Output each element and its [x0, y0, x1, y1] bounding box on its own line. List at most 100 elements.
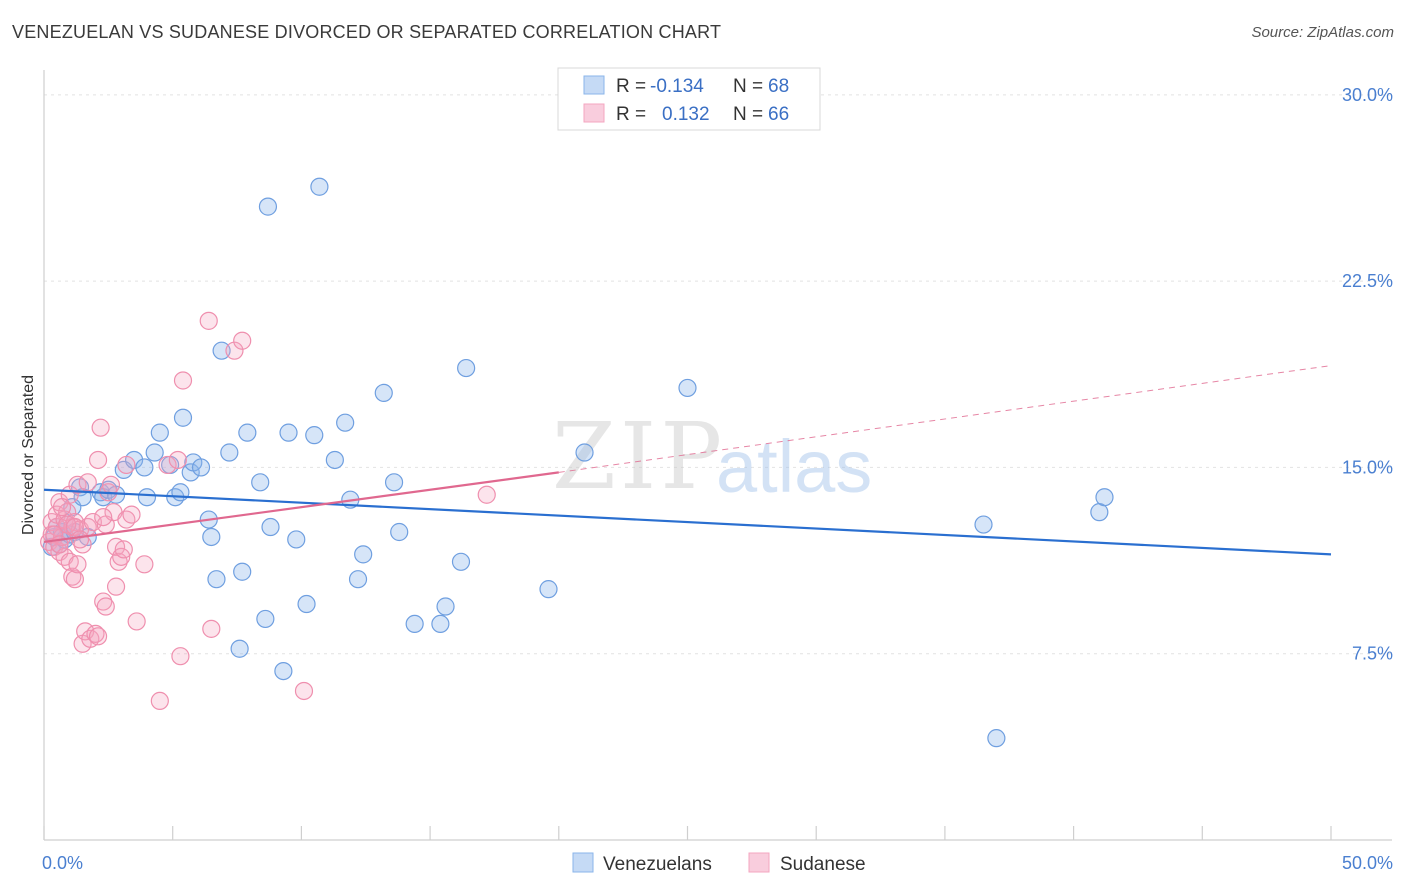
x-tick-label-max: 50.0% [1342, 853, 1393, 873]
legend-r-value-1: -0.134 [650, 76, 704, 97]
sudanese-point [122, 505, 141, 524]
venezuelan-point [390, 522, 409, 542]
venezuelan-point [354, 545, 373, 564]
sudanese-point [233, 331, 252, 350]
venezuelan-point [135, 458, 154, 477]
legend-n-label-2: N = [733, 104, 763, 125]
sudanese-point [52, 498, 72, 517]
y-tick-label: 22.5% [1342, 271, 1393, 291]
y-tick-label: 30.0% [1342, 85, 1393, 105]
venezuelan-point [336, 413, 355, 432]
trend-line-venezuelans [43, 488, 1332, 556]
venezuelan-point [987, 729, 1006, 748]
venezuelan-point [384, 473, 404, 492]
sudanese-point [114, 540, 133, 559]
venezuelan-point [457, 358, 476, 378]
sudanese-point [88, 627, 108, 646]
y-tick-labels: 7.5% 15.0% 22.5% 30.0% [1342, 85, 1393, 664]
sudanese-point [117, 455, 136, 475]
venezuelan-point [202, 527, 221, 547]
sudanese-points [40, 311, 496, 711]
sudanese-point [96, 597, 115, 616]
x-ticks [43, 826, 1332, 840]
trend-line-sudanese-extrapolated [558, 365, 1332, 473]
sudanese-point [112, 547, 131, 566]
legend-n-value-1: 68 [768, 76, 789, 97]
sudanese-point [94, 592, 113, 611]
venezuelan-point [220, 443, 239, 462]
legend-bottom-label-venezuelans: Venezuelans [603, 854, 712, 875]
venezuelan-point [145, 443, 164, 462]
venezuelan-point [451, 552, 471, 571]
venezuelan-point [261, 517, 280, 537]
sudanese-point [171, 647, 190, 666]
sudanese-point [199, 311, 218, 330]
watermark: ZIP atlas [552, 403, 872, 510]
venezuelan-point [325, 450, 344, 470]
watermark-zip: ZIP [552, 403, 726, 510]
sudanese-point [158, 455, 177, 475]
venezuelan-point [436, 597, 455, 616]
legend-r-label-2: R = [616, 104, 646, 125]
watermark-atlas: atlas [716, 425, 872, 508]
venezuelan-point [297, 594, 316, 614]
sudanese-point [106, 577, 126, 596]
venezuelan-point [431, 614, 450, 634]
venezuelan-point [274, 661, 293, 681]
legend-n-value-2: 66 [768, 104, 789, 125]
sudanese-point [101, 475, 121, 494]
sudanese-point [127, 612, 146, 631]
sudanese-point [150, 691, 169, 711]
venezuelan-point [256, 609, 275, 629]
venezuelan-point [207, 570, 226, 589]
sudanese-point [78, 473, 97, 492]
sudanese-point [45, 525, 64, 544]
sudanese-point [117, 510, 136, 529]
legend-bottom: Venezuelans Sudanese [572, 852, 866, 875]
venezuelan-point [974, 515, 993, 534]
y-tick-label: 15.0% [1342, 457, 1393, 477]
trend-lines [43, 365, 1332, 556]
sudanese-point [294, 681, 314, 701]
sudanese-point [94, 507, 113, 527]
sudanese-point [88, 450, 108, 470]
sudanese-point [65, 570, 84, 589]
legend-swatch-venezuelans [583, 75, 605, 95]
venezuelan-point [251, 473, 270, 492]
y-axis-label: Divorced or Separated [20, 375, 37, 535]
venezuelan-point [137, 488, 157, 507]
legend-bottom-label-sudanese: Sudanese [780, 854, 866, 875]
legend-bottom-swatch-sudanese [748, 852, 770, 873]
venezuelan-point [171, 483, 190, 502]
axes [43, 70, 1392, 841]
venezuelan-point [348, 570, 368, 589]
venezuelan-point [258, 197, 278, 216]
legend-n-label-1: N = [733, 76, 763, 97]
venezuelan-point [191, 458, 211, 477]
venezuelan-point [1095, 488, 1114, 507]
sudanese-point [86, 624, 105, 643]
sudanese-point [168, 450, 187, 470]
sudanese-point [225, 341, 244, 360]
venezuelan-point [539, 580, 558, 599]
venezuelan-point [405, 614, 424, 634]
sudanese-point [173, 371, 193, 390]
sudanese-point [50, 493, 69, 512]
trend-line-sudanese [43, 471, 559, 544]
sudanese-point [91, 418, 110, 437]
sudanese-point [135, 555, 154, 574]
legend-bottom-swatch-venezuelans [572, 852, 594, 873]
legend-r-label-1: R = [616, 76, 646, 97]
sudanese-point [68, 555, 87, 574]
x-tick-label-min: 0.0% [42, 853, 83, 873]
legend-top: R = -0.134 N = 68 R = 0.132 N = 66 [557, 67, 821, 131]
sudanese-point [70, 530, 90, 549]
legend-r-value-2: 0.132 [662, 104, 710, 125]
venezuelan-point [212, 341, 231, 360]
venezuelan-point [233, 562, 252, 581]
chart-source: Source: ZipAtlas.com [1251, 24, 1394, 41]
sudanese-point [202, 619, 221, 638]
venezuelan-point [287, 530, 306, 549]
venezuelan-point [230, 639, 249, 658]
